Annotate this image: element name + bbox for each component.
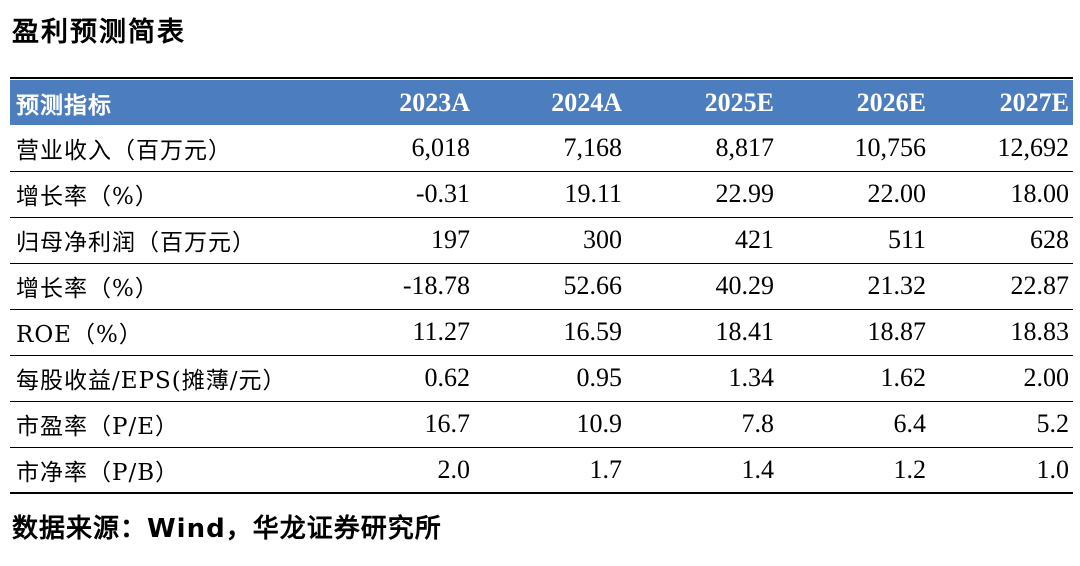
cell-value: 22.87 [1010,271,1070,300]
cell-value: 1.34 [728,363,775,392]
cell-value: 1.7 [589,454,623,484]
table-row-revenue: 营业收入（百万元） 6,018 7,168 8,817 10,756 12,69… [10,125,1073,171]
cell-value: 11.27 [412,317,470,346]
header-2026e: 2026E [856,87,926,117]
cell-value: 1.62 [880,363,927,392]
table-row-net-profit: 归母净利润（百万元） 197 300 421 511 628 [10,217,1073,263]
cell-value: 7.8 [741,409,775,438]
cell-value: 18.87 [867,317,927,346]
table-row-revenue-growth: 增长率（%） -0.31 19.11 22.99 22.00 18.00 [10,171,1073,217]
row-label: ROE（%） [16,322,143,348]
cell-value: 21.32 [867,271,927,300]
table-row-pe: 市盈率（P/E） 16.7 10.9 7.8 6.4 5.2 [10,401,1073,447]
cell-value: 5.2 [1036,409,1070,438]
row-label: 增长率（%） [16,276,159,302]
cell-value: 6,018 [411,132,471,162]
header-2024a: 2024A [551,87,622,117]
cell-value: 0.95 [576,363,623,392]
cell-value: 22.00 [867,179,927,208]
cell-value: 197 [431,225,470,254]
row-label: 营业收入（百万元） [16,137,232,164]
cell-value: 18.00 [1010,179,1070,208]
header-2023a: 2023A [399,87,470,117]
earnings-forecast-table: 预测指标 2023A 2024A 2025E 2026E 2027E 营业收入（… [10,80,1073,494]
cell-value: 421 [735,225,774,254]
cell-value: 19.11 [564,179,622,208]
row-label: 归母净利润（百万元） [16,230,256,256]
header-metric: 预测指标 [16,92,112,119]
row-label: 每股收益/EPS(摊薄/元） [16,368,287,394]
table-header-row: 预测指标 2023A 2024A 2025E 2026E 2027E [10,80,1073,125]
cell-value: -18.78 [402,271,470,300]
cell-value: 52.66 [563,271,623,300]
cell-value: 18.41 [715,317,775,346]
cell-value: 22.99 [715,179,775,208]
cell-value: -0.31 [415,179,470,208]
cell-value: 18.83 [1010,317,1070,346]
table-row-pb: 市净率（P/B） 2.0 1.7 1.4 1.2 1.0 [10,447,1073,493]
cell-value: 10,756 [854,132,927,162]
header-2027e: 2027E [999,87,1069,117]
cell-value: 2.0 [437,454,471,484]
row-label: 市净率（P/B） [16,459,180,486]
cell-value: 16.7 [424,409,471,438]
cell-value: 1.4 [741,454,775,484]
cell-value: 7,168 [563,132,623,162]
table-top-rule [10,77,1073,79]
cell-value: 0.62 [424,363,471,392]
cell-value: 40.29 [715,271,775,300]
cell-value: 10.9 [576,409,623,438]
cell-value: 16.59 [563,317,623,346]
header-2025e: 2025E [704,87,774,117]
cell-value: 12,692 [997,132,1070,162]
cell-value: 2.00 [1023,363,1070,392]
page-title: 盈利预测简表 [12,17,186,48]
row-label: 增长率（%） [16,184,159,210]
cell-value: 300 [583,225,622,254]
table-row-profit-growth: 增长率（%） -18.78 52.66 40.29 21.32 22.87 [10,263,1073,309]
cell-value: 6.4 [893,409,927,438]
data-source-note: 数据来源：Wind，华龙证券研究所 [12,514,442,544]
table-row-roe: ROE（%） 11.27 16.59 18.41 18.87 18.83 [10,309,1073,355]
cell-value: 1.0 [1036,454,1070,484]
row-label: 市盈率（P/E） [16,414,180,440]
cell-value: 8,817 [715,132,775,162]
cell-value: 628 [1030,225,1069,254]
cell-value: 1.2 [893,454,927,484]
cell-value: 511 [887,225,926,254]
table-row-eps: 每股收益/EPS(摊薄/元） 0.62 0.95 1.34 1.62 2.00 [10,355,1073,401]
